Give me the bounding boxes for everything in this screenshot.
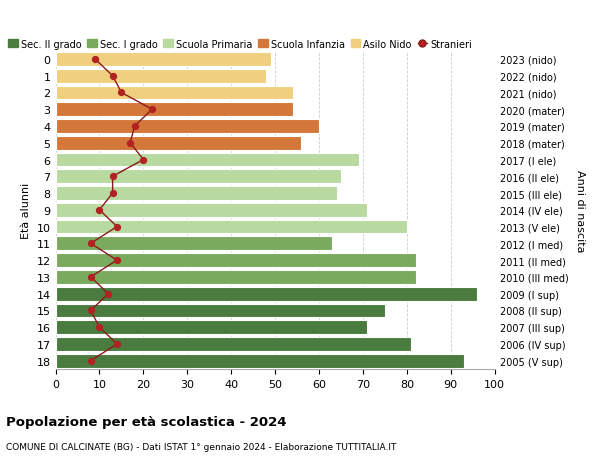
Point xyxy=(95,207,104,214)
Bar xyxy=(56,220,407,234)
Bar xyxy=(56,270,416,284)
Bar xyxy=(56,70,266,84)
Bar xyxy=(56,103,293,117)
Bar xyxy=(56,86,293,100)
Y-axis label: Anni di nascita: Anni di nascita xyxy=(575,169,585,252)
Bar xyxy=(56,53,271,67)
Bar xyxy=(56,287,477,301)
Bar xyxy=(56,237,332,251)
Point xyxy=(95,324,104,331)
Point xyxy=(108,190,118,197)
Text: COMUNE DI CALCINATE (BG) - Dati ISTAT 1° gennaio 2024 - Elaborazione TUTTITALIA.: COMUNE DI CALCINATE (BG) - Dati ISTAT 1°… xyxy=(6,442,397,451)
Point xyxy=(86,274,95,281)
Point xyxy=(90,56,100,63)
Bar xyxy=(56,170,341,184)
Y-axis label: Età alunni: Età alunni xyxy=(21,182,31,238)
Point xyxy=(108,173,118,180)
Bar xyxy=(56,137,301,150)
Point xyxy=(86,240,95,247)
Bar xyxy=(56,153,359,167)
Point xyxy=(112,224,122,231)
Point xyxy=(148,106,157,114)
Bar xyxy=(56,354,464,368)
Bar xyxy=(56,187,337,201)
Point xyxy=(112,341,122,348)
Bar xyxy=(56,337,411,351)
Bar xyxy=(56,304,385,318)
Bar xyxy=(56,254,416,268)
Point xyxy=(130,123,139,130)
Point xyxy=(86,307,95,314)
Text: Popolazione per età scolastica - 2024: Popolazione per età scolastica - 2024 xyxy=(6,415,287,428)
Point xyxy=(86,357,95,364)
Point xyxy=(125,140,135,147)
Point xyxy=(116,90,126,97)
Point xyxy=(103,291,113,298)
Bar xyxy=(56,320,367,334)
Point xyxy=(139,157,148,164)
Point xyxy=(112,257,122,264)
Bar xyxy=(56,203,367,217)
Bar xyxy=(56,120,319,134)
Point xyxy=(108,73,118,80)
Legend: Sec. II grado, Sec. I grado, Scuola Primaria, Scuola Infanzia, Asilo Nido, Stran: Sec. II grado, Sec. I grado, Scuola Prim… xyxy=(4,36,476,53)
